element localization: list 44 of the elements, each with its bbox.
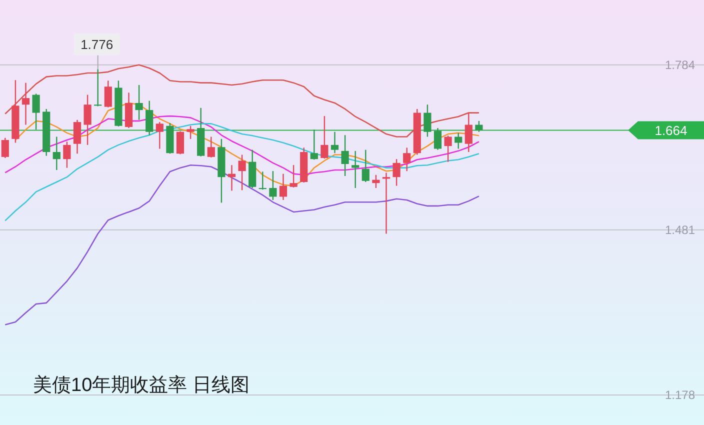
line-series xyxy=(4,123,480,222)
candlestick xyxy=(372,174,380,189)
candlestick xyxy=(392,158,400,186)
candlestick xyxy=(341,134,349,177)
ref-line-label: 1.664 xyxy=(654,123,688,138)
candlestick xyxy=(444,135,452,162)
line-series xyxy=(4,164,480,326)
candlestick xyxy=(362,149,370,183)
candlestick xyxy=(475,120,483,132)
candlestick xyxy=(352,150,360,189)
candlestick xyxy=(238,154,246,191)
candlestick xyxy=(84,94,92,146)
candlestick xyxy=(1,137,9,159)
candlestick xyxy=(434,127,442,150)
annotation: 1.776 xyxy=(80,37,114,52)
text: 美债10年期收益率 日线图 xyxy=(33,374,250,396)
candlestick xyxy=(258,171,266,190)
candlestick xyxy=(176,130,184,155)
candlestick xyxy=(52,136,60,171)
y-tick-label: 1.784 xyxy=(664,58,696,72)
candlestick xyxy=(124,92,133,129)
candlestick xyxy=(330,131,339,154)
candlestick xyxy=(186,125,194,140)
candlestick xyxy=(382,172,390,234)
candlestick xyxy=(207,136,215,158)
candlestick xyxy=(454,132,462,150)
candlestick xyxy=(424,104,432,138)
candlestick xyxy=(32,93,40,130)
candlestick xyxy=(22,82,30,126)
candlestick xyxy=(63,141,71,168)
candlestick xyxy=(290,164,298,188)
candlestick xyxy=(146,100,154,136)
y-tick-label: 1.481 xyxy=(664,222,696,237)
y-tick-label: 1.178 xyxy=(664,388,696,402)
candlestick xyxy=(320,115,328,160)
candlestick xyxy=(135,84,143,120)
candlestick xyxy=(269,170,277,201)
candlestick xyxy=(73,119,82,154)
candlestick xyxy=(104,80,112,108)
candlestick xyxy=(156,121,164,150)
candlestick xyxy=(228,164,236,192)
candlestick xyxy=(279,173,288,201)
candlestick xyxy=(403,147,411,172)
candlestick xyxy=(310,129,318,160)
